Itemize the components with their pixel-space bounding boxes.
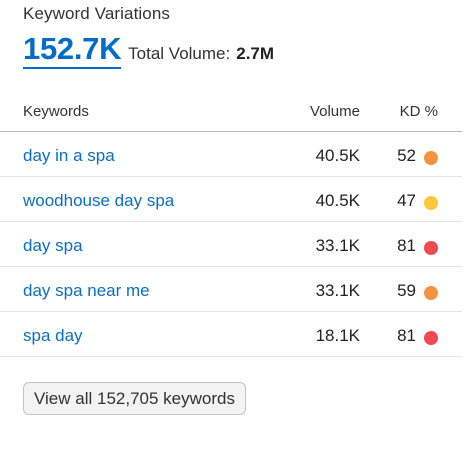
kd-indicator-dot [424, 241, 438, 255]
view-all-keywords-button[interactable]: View all 152,705 keywords [23, 382, 246, 415]
table-header: Keywords Volume KD % [0, 90, 462, 132]
volume-value: 18.1K [315, 326, 360, 345]
table-row: day in a spa 40.5K 52 [0, 132, 462, 177]
kd-indicator-dot [424, 151, 438, 165]
total-volume-label: Total Volume: [128, 44, 231, 63]
kd-indicator-dot [424, 286, 438, 300]
header-keywords: Keywords [23, 103, 89, 120]
header-kd: KD % [399, 103, 438, 120]
keyword-link[interactable]: day spa near me [23, 281, 150, 300]
table-row: woodhouse day spa 40.5K 47 [0, 177, 462, 222]
keyword-link[interactable]: day spa [23, 236, 83, 255]
summary: 152.7K Total Volume: 2.7M [23, 31, 274, 69]
table-row: spa day 18.1K 81 [0, 312, 462, 357]
keyword-link[interactable]: woodhouse day spa [23, 191, 175, 210]
keyword-link[interactable]: spa day [23, 326, 83, 345]
volume-value: 33.1K [315, 281, 360, 300]
volume-value: 40.5K [315, 191, 360, 210]
header-volume: Volume [309, 103, 360, 120]
keyword-variations-widget: Keyword Variations 152.7K Total Volume: … [0, 4, 462, 415]
table-row: day spa near me 33.1K 59 [0, 267, 462, 312]
kd-value: 81 [397, 326, 416, 345]
kd-value: 52 [397, 146, 416, 165]
widget-title: Keyword Variations [23, 4, 170, 23]
keywords-table: Keywords Volume KD % day in a spa 40.5K … [0, 90, 462, 357]
keyword-count-link[interactable]: 152.7K [23, 31, 121, 69]
kd-value: 59 [397, 281, 416, 300]
kd-value: 81 [397, 236, 416, 255]
kd-indicator-dot [424, 331, 438, 345]
total-volume-value: 2.7M [236, 44, 275, 63]
table-row: day spa 33.1K 81 [0, 222, 462, 267]
volume-value: 33.1K [315, 236, 360, 255]
kd-indicator-dot [424, 196, 438, 210]
kd-value: 47 [397, 191, 416, 210]
volume-value: 40.5K [315, 146, 360, 165]
keyword-link[interactable]: day in a spa [23, 146, 115, 165]
